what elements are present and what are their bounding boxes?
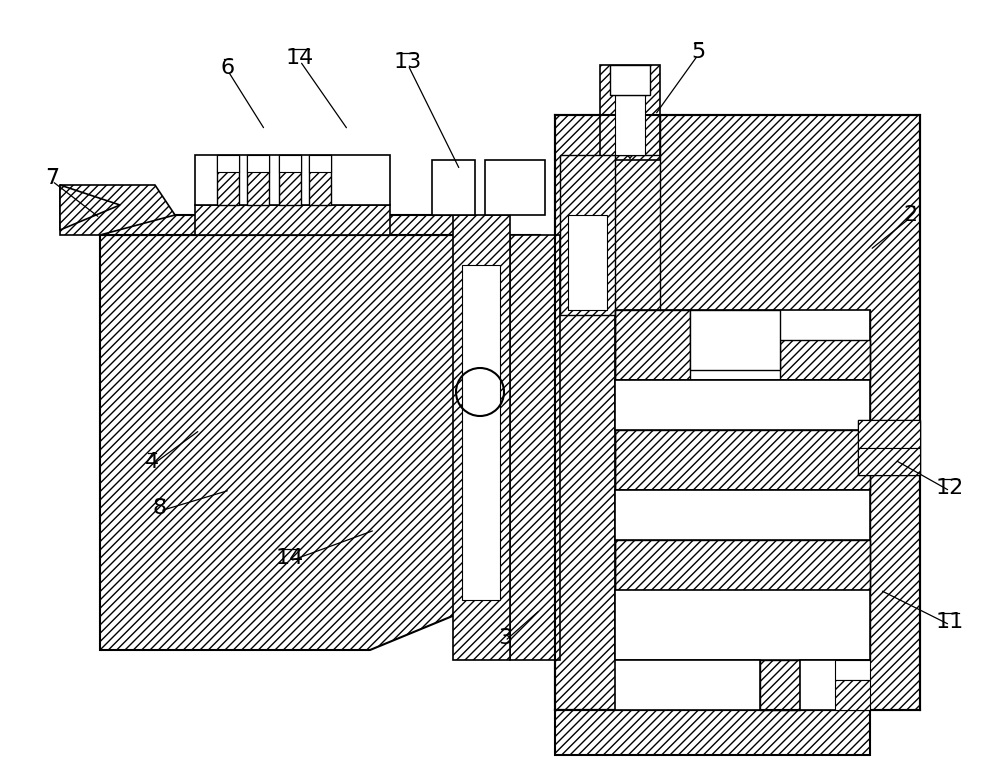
Text: 2: 2 [903, 205, 917, 225]
Bar [760, 660, 800, 710]
Text: 14: 14 [286, 48, 314, 68]
Text: 11: 11 [936, 612, 964, 632]
Bar [453, 215, 510, 660]
Bar [432, 160, 475, 215]
Bar [510, 235, 560, 660]
Bar [615, 310, 690, 380]
Text: 8: 8 [153, 498, 167, 518]
Bar [195, 155, 390, 205]
Text: 14: 14 [276, 548, 304, 568]
Bar [247, 155, 269, 205]
Polygon shape [60, 185, 175, 235]
Polygon shape [100, 215, 460, 235]
Bar [690, 310, 780, 370]
Text: 3: 3 [498, 628, 512, 648]
Bar [195, 205, 390, 235]
Bar [615, 660, 760, 710]
Bar [800, 660, 870, 710]
Bar [615, 490, 870, 540]
Bar [462, 265, 500, 600]
Text: 4: 4 [145, 452, 159, 472]
Bar [610, 65, 650, 95]
Bar [279, 155, 301, 172]
Bar [217, 155, 239, 172]
Bar [615, 95, 645, 155]
Bar [780, 340, 870, 380]
Bar [615, 310, 870, 660]
Bar [217, 155, 239, 205]
Text: 6: 6 [221, 58, 235, 78]
Bar [555, 115, 920, 710]
Bar [858, 420, 920, 448]
Bar [309, 155, 331, 205]
Bar [247, 155, 269, 172]
Bar [615, 380, 870, 430]
Bar [485, 160, 545, 215]
Text: 5: 5 [691, 42, 705, 62]
Text: 12: 12 [936, 478, 964, 498]
Bar [309, 155, 331, 172]
Bar [858, 448, 920, 475]
Bar [279, 155, 301, 205]
Bar [615, 430, 870, 490]
Bar [615, 590, 870, 660]
Bar [858, 420, 920, 475]
Text: 7: 7 [45, 168, 59, 188]
Bar [835, 660, 870, 680]
Bar [555, 710, 870, 755]
Polygon shape [100, 235, 540, 650]
Text: 13: 13 [394, 52, 422, 72]
Bar [560, 155, 615, 315]
Bar [615, 540, 870, 590]
Bar [600, 65, 660, 160]
Bar [568, 215, 607, 310]
Bar [835, 680, 870, 710]
Polygon shape [60, 185, 120, 230]
